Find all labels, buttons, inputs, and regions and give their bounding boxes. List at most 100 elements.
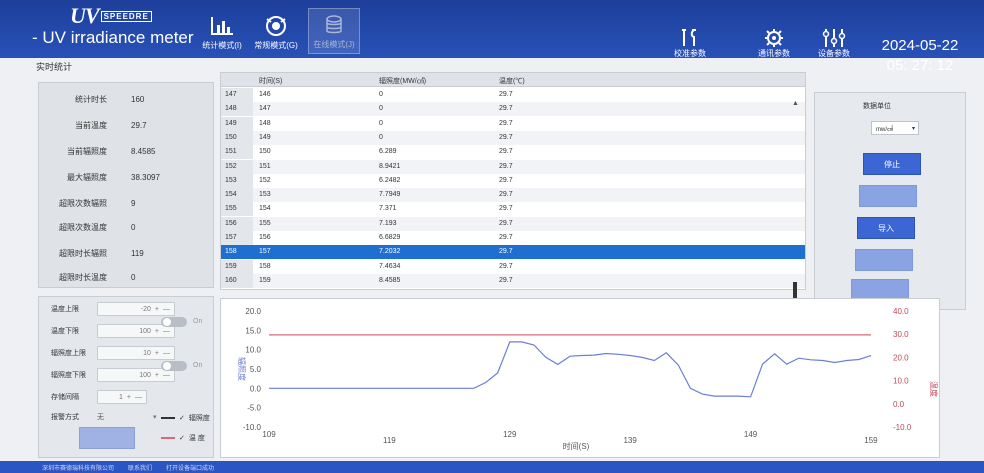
col-header-time[interactable]: 时间(S): [259, 78, 283, 85]
calibration-button[interactable]: 校准参数: [660, 28, 720, 60]
comm-params-button[interactable]: 通讯参数: [744, 28, 804, 60]
minus-icon[interactable]: —: [163, 305, 170, 313]
irr-lower-stepper[interactable]: 100 + —: [97, 368, 175, 382]
table-row[interactable]: 160 159 8.4585 29.7: [221, 273, 805, 288]
legend-line: [161, 437, 175, 439]
irr-alarm-toggle[interactable]: [161, 361, 187, 371]
temp-alarm-toggle[interactable]: [161, 317, 187, 327]
database-icon: [326, 15, 342, 34]
status-bar: 深圳市赛德瑞科技有限公司 联系我们 打开设备端口成功: [0, 461, 984, 473]
minus-icon[interactable]: —: [163, 349, 170, 357]
check-icon: ✓: [179, 415, 185, 422]
temp-lower-row: 温度下限 100 + —: [51, 323, 175, 339]
stat-row: 最大辐照度 38.3097: [67, 172, 160, 182]
y-right-tick-label: 30.0: [893, 330, 909, 339]
legend-irradiance[interactable]: ✓ 辐照度: [161, 413, 210, 423]
table-row[interactable]: 154 153 7.7949 29.7: [221, 188, 805, 203]
scroll-up-icon[interactable]: ▲: [792, 100, 799, 107]
stop-button[interactable]: 停止: [863, 153, 921, 175]
row-number-cell: [221, 188, 253, 203]
action-button[interactable]: [859, 185, 917, 207]
y-right-tick-label: 20.0: [893, 353, 909, 362]
trend-chart[interactable]: 20.0 15.0 10.0 5.0 0.0 -5.0 -10.0 40.0 30.0 20.0 1…: [220, 298, 940, 458]
stats-mode-button[interactable]: 统计模式(I): [196, 8, 248, 54]
action-button[interactable]: [855, 249, 913, 271]
table-row[interactable]: 147 146 0 29.7: [221, 88, 805, 102]
cell-irradiance: 0: [379, 133, 383, 141]
x-tick-label: 109: [262, 430, 276, 439]
minus-icon[interactable]: —: [135, 393, 142, 401]
plus-icon[interactable]: +: [126, 393, 131, 401]
app-title: - UV irradiance meter: [32, 28, 194, 47]
import-button[interactable]: 导入: [857, 217, 915, 239]
x-tick-label: 129: [503, 430, 517, 439]
device-params-button[interactable]: 设备参数: [804, 28, 864, 60]
x-tick-label: 159: [864, 436, 878, 445]
table-row[interactable]: 149 148 0 29.7: [221, 116, 805, 131]
temp-lower-stepper[interactable]: 100 + —: [97, 324, 175, 338]
y-right-tick-label: -10.0: [893, 423, 912, 432]
online-mode-button[interactable]: 在线模式(J): [308, 8, 360, 54]
cell-temperature: 29.7: [499, 248, 513, 256]
table-row[interactable]: 152 151 8.9421 29.7: [221, 159, 805, 174]
minus-icon[interactable]: —: [163, 327, 170, 335]
plus-icon[interactable]: +: [154, 349, 159, 357]
action-button[interactable]: [79, 427, 135, 449]
table-row[interactable]: 148 147 0 29.7: [221, 102, 805, 117]
normal-mode-button[interactable]: 常规模式(G): [250, 8, 302, 54]
minus-icon[interactable]: —: [163, 371, 170, 379]
section-title: 实时统计: [36, 62, 73, 72]
scroll-thumb[interactable]: [793, 282, 797, 298]
irr-toggle-label: On: [193, 362, 203, 369]
table-row[interactable]: 151 150 6.289 29.7: [221, 145, 805, 160]
table-row[interactable]: 156 155 7.193 29.7: [221, 216, 805, 231]
cell-temperature: 29.7: [499, 219, 513, 227]
legend-temperature[interactable]: ✓ 温 度: [161, 433, 205, 443]
temp-toggle-label: On: [193, 318, 203, 325]
row-number-cell: [221, 245, 253, 260]
row-number-cell: [221, 116, 253, 131]
table-row[interactable]: 150 149 0 29.7: [221, 130, 805, 145]
legend-line: [161, 417, 175, 419]
cell-temperature: 29.7: [499, 105, 513, 113]
unit-select[interactable]: mw/㎠ ▾: [871, 121, 919, 135]
x-axis-label: 时间(S): [563, 441, 590, 451]
rownum: 147: [225, 91, 237, 98]
y-left-tick-label: 0.0: [250, 384, 262, 393]
table-row[interactable]: 155 154 7.371 29.7: [221, 202, 805, 217]
plus-icon[interactable]: +: [154, 305, 159, 313]
y-left-tick-label: 20.0: [245, 307, 261, 316]
rownum: 157: [225, 234, 237, 241]
table-row[interactable]: 159 158 7.4634 29.7: [221, 259, 805, 274]
plus-icon[interactable]: +: [154, 371, 159, 379]
cell-irradiance: 6.2482: [379, 176, 401, 184]
col-header-temperature[interactable]: 温度(℃): [499, 78, 525, 85]
irr-upper-stepper[interactable]: 10 + —: [97, 346, 175, 360]
cell-irradiance: 8.9421: [379, 162, 401, 170]
x-tick-label: 139: [623, 436, 637, 445]
table-row[interactable]: 158 157 7.2032 29.7: [221, 245, 805, 260]
table-row[interactable]: 157 156 6.6829 29.7: [221, 231, 805, 245]
temp-upper-stepper[interactable]: -20 + —: [97, 302, 175, 316]
cell-temperature: 29.7: [499, 176, 513, 184]
cell-time: 158: [259, 262, 271, 270]
plus-icon[interactable]: +: [154, 327, 159, 335]
row-number-cell: [221, 130, 253, 145]
row-number-cell: [221, 231, 253, 245]
stat-row: 超限时长温度 0: [59, 272, 136, 282]
store-interval-stepper[interactable]: 1 + —: [97, 390, 147, 404]
stats-panel: 统计时长 160 当前温度 29.7 当前辐照度 8.4585 最大辐照度 38.309…: [38, 82, 214, 288]
chevron-down-icon[interactable]: ▾: [153, 414, 157, 421]
cell-irradiance: 7.193: [379, 219, 397, 227]
col-header-irradiance[interactable]: 辐照度(MW/㎠): [379, 78, 427, 85]
cell-temperature: 29.7: [499, 162, 513, 170]
alarm-mode-select[interactable]: 无: [97, 414, 104, 421]
cell-time: 152: [259, 176, 271, 184]
chevron-down-icon: ▾: [911, 125, 915, 132]
table-row[interactable]: 153 152 6.2482 29.7: [221, 173, 805, 188]
table-scrollbar[interactable]: ▲: [790, 100, 800, 298]
data-table[interactable]: 时间(S) 辐照度(MW/㎠) 温度(℃) 147 146 0 29.7 148 147 0…: [220, 72, 806, 290]
stat-row: 超限次数温度 0: [59, 222, 136, 232]
status-contact[interactable]: 联系我们: [128, 465, 153, 472]
rownum: 158: [225, 248, 237, 256]
